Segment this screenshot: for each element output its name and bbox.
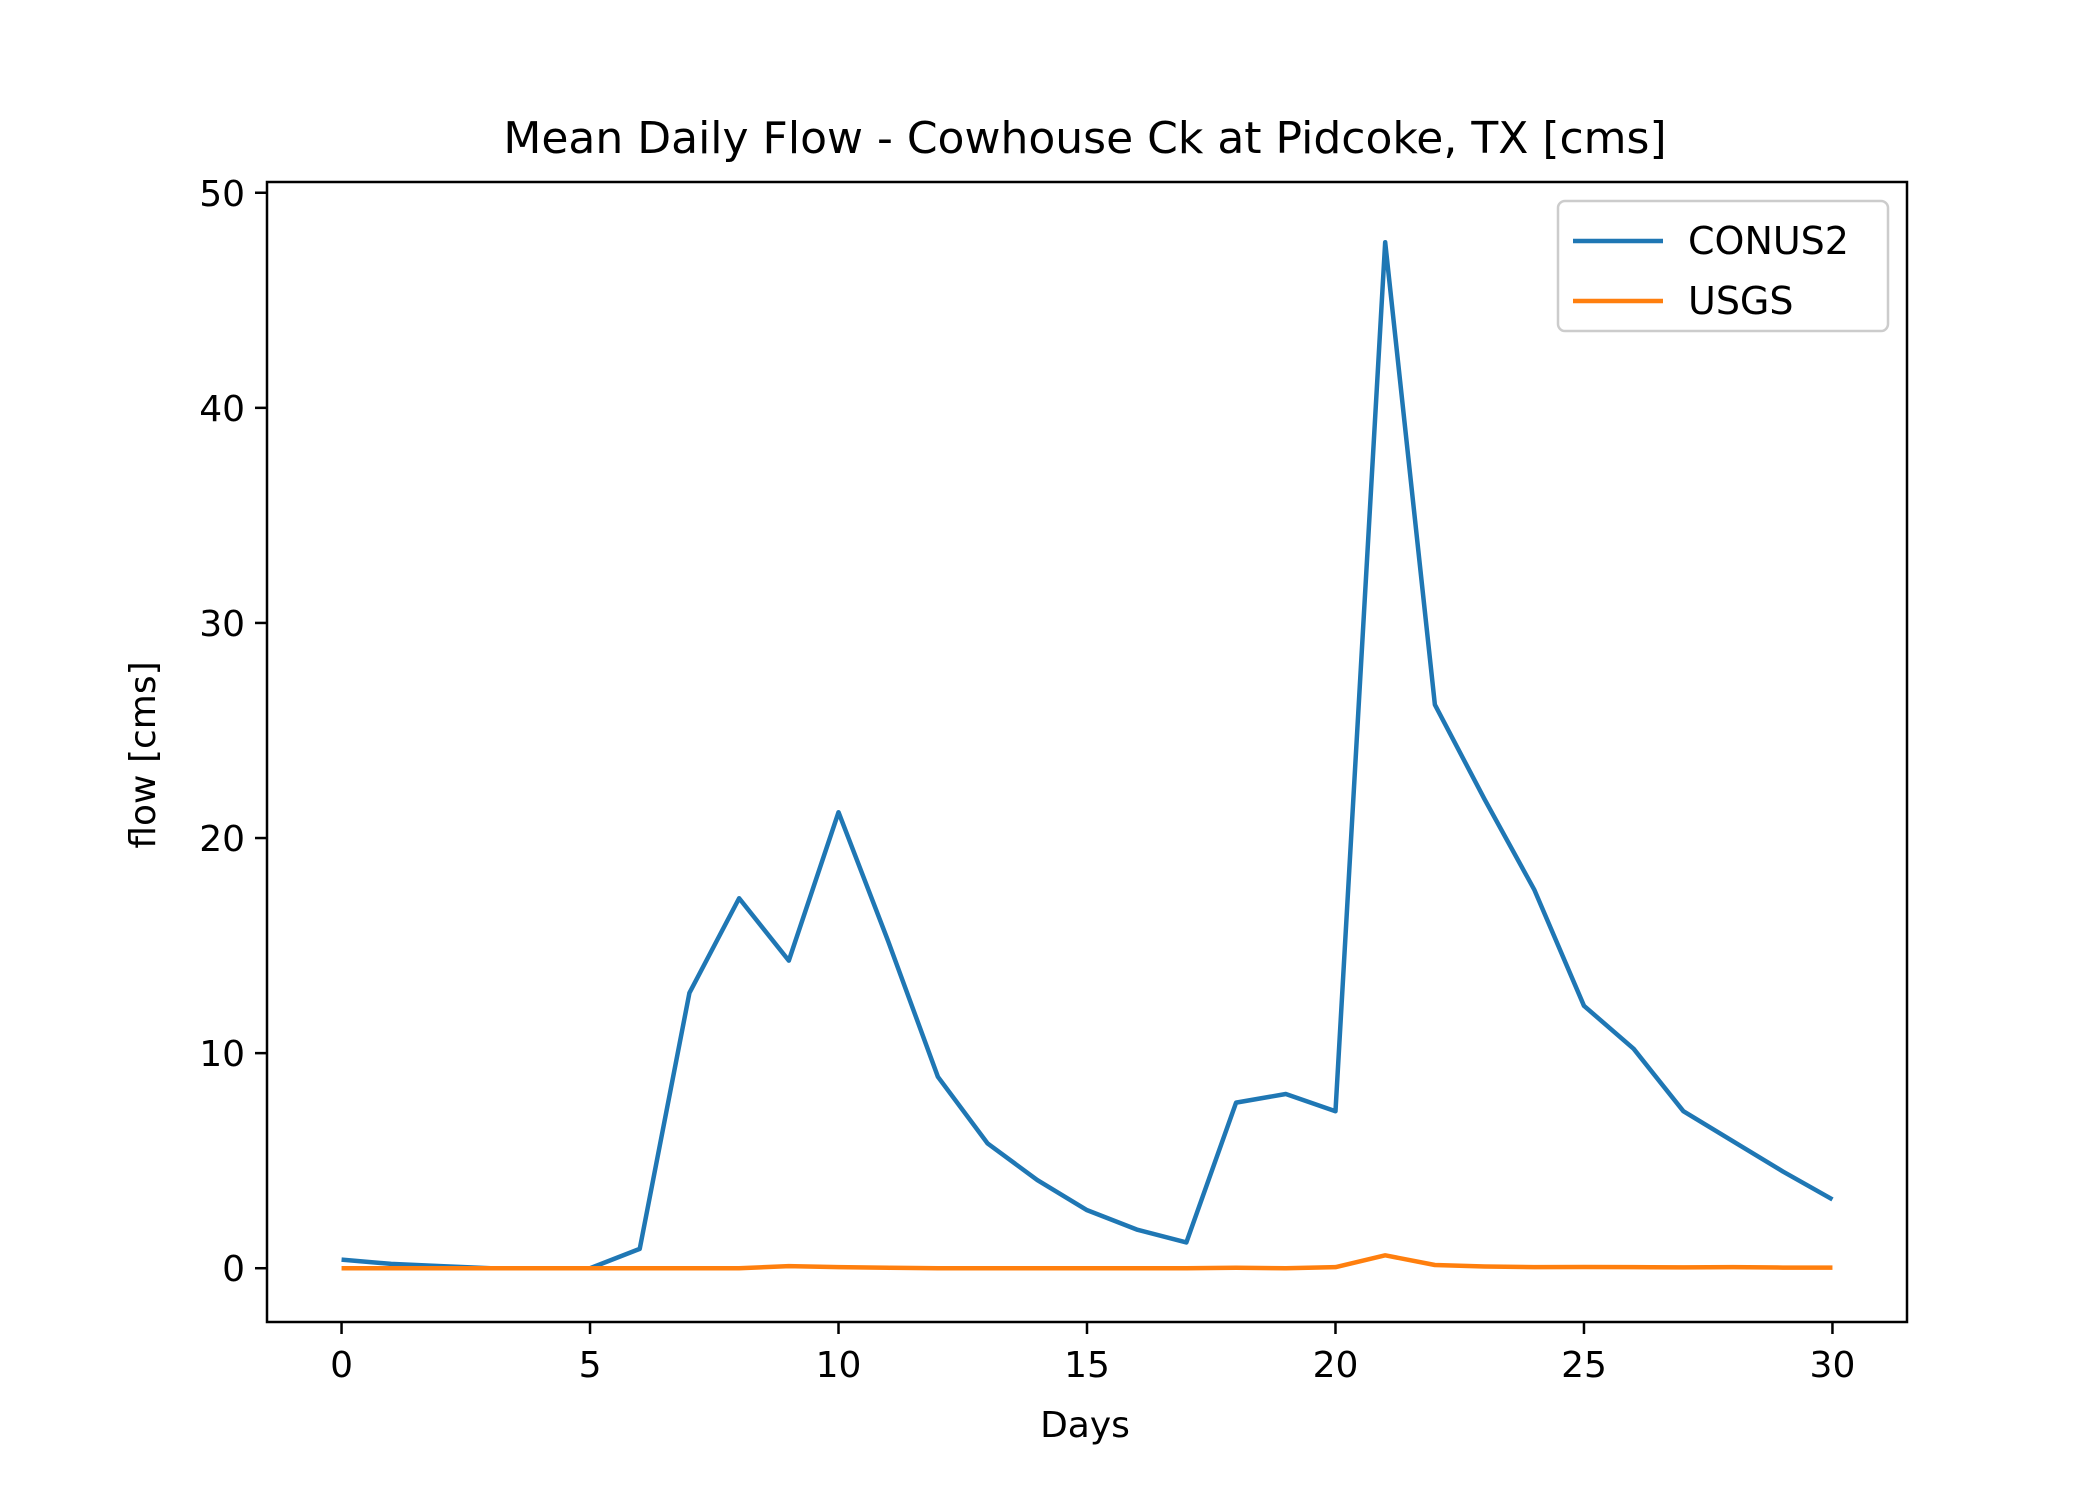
y-tick-label: 30 bbox=[199, 604, 245, 645]
legend-label-conus2: CONUS2 bbox=[1688, 219, 1849, 263]
plot-frame bbox=[265, 180, 1909, 1324]
x-tick-label: 5 bbox=[579, 1345, 602, 1386]
x-tick-label: 0 bbox=[330, 1345, 353, 1386]
x-tick-label: 25 bbox=[1561, 1345, 1607, 1386]
y-axis-label: flow [cms] bbox=[123, 661, 164, 848]
legend: CONUS2 USGS bbox=[1556, 199, 1890, 333]
x-tick-label: 15 bbox=[1064, 1345, 1110, 1386]
y-tick-label: 0 bbox=[222, 1249, 245, 1290]
y-tick-label: 40 bbox=[199, 389, 245, 430]
x-axis-label: Days bbox=[1040, 1405, 1130, 1446]
legend-box bbox=[1556, 199, 1890, 333]
series-group bbox=[341, 239, 1834, 1271]
chart-title: Mean Daily Flow - Cowhouse Ck at Pidcoke… bbox=[503, 113, 1666, 164]
y-tick-label: 20 bbox=[199, 819, 245, 860]
y-axis: 0 10 20 30 40 50 bbox=[199, 174, 267, 1290]
y-tick-label: 50 bbox=[199, 174, 245, 215]
series-line-usgs bbox=[341, 1253, 1833, 1271]
legend-label-usgs: USGS bbox=[1688, 279, 1794, 323]
x-axis: 0 5 10 15 20 25 30 bbox=[330, 1322, 1855, 1386]
x-tick-label: 20 bbox=[1313, 1345, 1359, 1386]
y-tick-label: 10 bbox=[199, 1034, 245, 1075]
x-tick-label: 30 bbox=[1810, 1345, 1856, 1386]
x-tick-label: 10 bbox=[816, 1345, 862, 1386]
